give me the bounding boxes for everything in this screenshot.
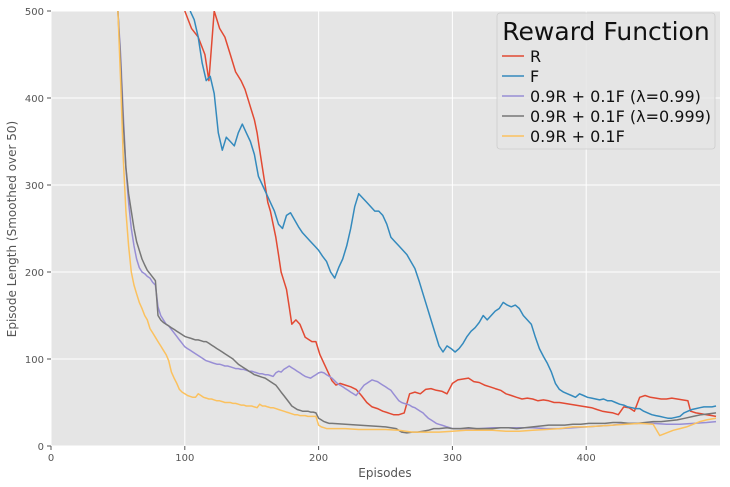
legend-entry-lambda-099: 0.9R + 0.1F (λ=0.99): [502, 87, 701, 106]
y-axis-title: Episode Length (Smoothed over 50): [5, 121, 19, 337]
x-axis-title: Episodes: [358, 466, 411, 480]
legend-title: Reward Function: [502, 17, 709, 46]
legend-entry-f: F: [502, 67, 539, 86]
y-tick-label: 400: [25, 94, 44, 105]
x-tick-label: 100: [175, 453, 194, 464]
tick-labels: 0 100 200 300 400 0 100 200 300 400 500: [25, 7, 596, 464]
legend-entry-lambda-0999: 0.9R + 0.1F (λ=0.999): [502, 107, 711, 126]
legend-label-lambda-099: 0.9R + 0.1F (λ=0.99): [530, 87, 701, 106]
legend-entry-mix: 0.9R + 0.1F: [502, 127, 625, 146]
series-line-r: [184, 11, 717, 418]
series-line-lambda-099: [117, 11, 717, 430]
y-tick-label: 500: [25, 7, 44, 18]
y-tick-label: 100: [25, 355, 44, 366]
series-line-lambda-0999: [117, 11, 717, 434]
y-tick-label: 200: [25, 268, 44, 279]
series-line-f: [189, 11, 717, 419]
legend-label-lambda-0999: 0.9R + 0.1F (λ=0.999): [530, 107, 711, 126]
series-line-mix: [117, 11, 717, 437]
x-tick-label: 0: [48, 453, 54, 464]
legend-box: [496, 12, 716, 150]
legend-label-mix: 0.9R + 0.1F: [530, 127, 625, 146]
x-tick-label: 300: [443, 453, 462, 464]
legend-label-f: F: [530, 67, 539, 86]
y-tick-label: 300: [25, 181, 44, 192]
legend: Reward Function R F 0.9R + 0.1F (λ=0.99)…: [496, 12, 716, 150]
y-tick-label: 0: [38, 442, 44, 453]
x-tick-label: 400: [577, 453, 596, 464]
series-layer: [117, 11, 717, 437]
x-tick-label: 200: [309, 453, 328, 464]
legend-entry-r: R: [502, 47, 541, 66]
legend-label-r: R: [530, 47, 541, 66]
